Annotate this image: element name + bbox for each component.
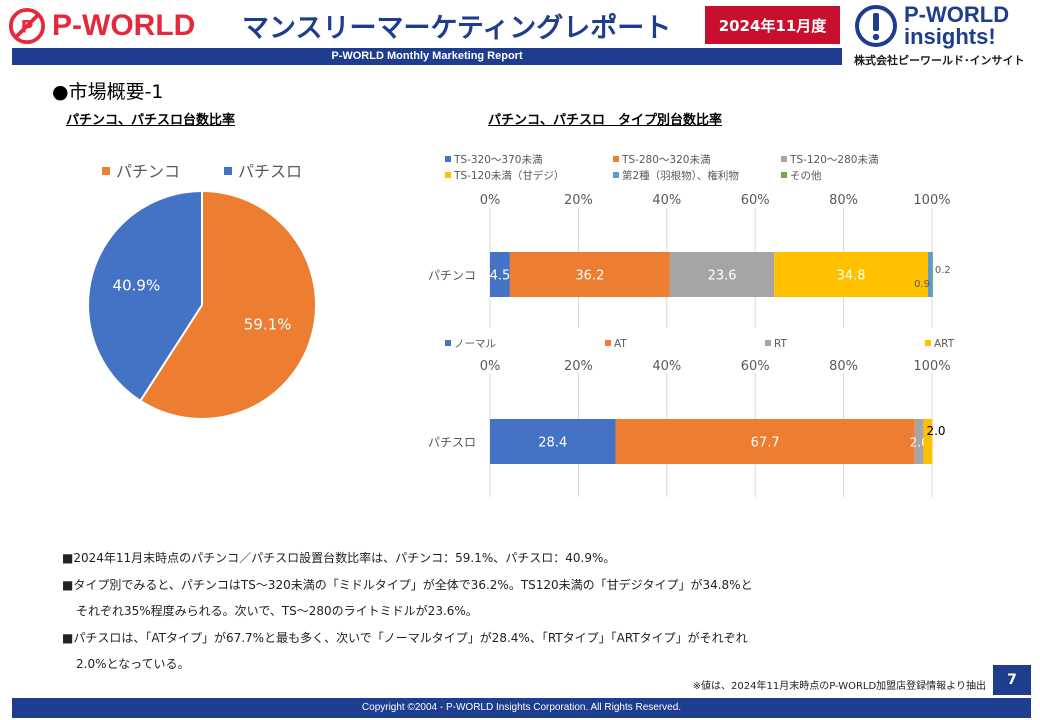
bar-segment xyxy=(923,419,933,464)
legend-label: その他 xyxy=(790,169,822,182)
footer-copyright: Copyright ©2004 - P-WORLD Insights Corpo… xyxy=(12,698,1031,718)
axis-tick-label: 100% xyxy=(913,193,950,208)
bar-segment xyxy=(509,252,670,297)
bar-data-label: 0.9 xyxy=(914,279,930,290)
bar-data-label: 0.2 xyxy=(935,265,951,276)
legend-swatch xyxy=(765,340,771,346)
bar-data-label: 36.2 xyxy=(575,269,604,284)
insights-logo-line2: insights! xyxy=(904,24,996,49)
report-title: マンスリーマーケティングレポート xyxy=(242,13,672,44)
bar-segment xyxy=(774,252,929,297)
bar-segment xyxy=(928,252,932,297)
category-label: パチスロ xyxy=(428,436,476,450)
axis-tick-label: 40% xyxy=(652,359,681,374)
p-world-logo-icon: P xyxy=(8,7,46,45)
p-world-logo: P P-WORLD xyxy=(8,7,196,45)
pie-slice xyxy=(87,189,203,403)
legend-swatch xyxy=(925,340,931,346)
pie-chart: パチンコ パチスロ 59.1% 40.9% xyxy=(87,162,317,420)
bar-data-label: 34.8 xyxy=(837,269,866,284)
legend-label: ノーマル xyxy=(454,338,496,350)
axis-tick-label: 80% xyxy=(829,359,858,374)
bar-segment xyxy=(914,419,924,464)
date-badge: 2024年11月度 xyxy=(705,6,840,44)
legend-label: ART xyxy=(934,338,955,350)
axis-tick-label: 20% xyxy=(564,193,593,208)
axis-tick-label: 0% xyxy=(480,359,501,374)
legend-label: RT xyxy=(774,338,788,350)
bar-data-label: 67.7 xyxy=(751,436,780,451)
axis-tick-label: 60% xyxy=(741,359,770,374)
note-line: 2.0%となっている。 xyxy=(76,657,190,671)
bar-data-label: 2.0 xyxy=(926,424,945,438)
stacked-bar-charts: TS-320～370未満 TS-280～320未満 TS-120～280未満 TS-1… xyxy=(428,154,955,497)
axis-tick-label: 60% xyxy=(741,193,770,208)
legend-label: TS-280～320未満 xyxy=(621,154,711,166)
note-line: ■パチスロは、「ATタイプ」が67.7%と最も多く、次いで「ノーマルタイプ」が2… xyxy=(62,630,748,645)
legend-swatch xyxy=(445,340,451,346)
legend-swatch xyxy=(613,172,619,178)
legend-swatch xyxy=(781,172,787,178)
pie-slice xyxy=(138,189,317,420)
pie-data-label: 59.1% xyxy=(244,315,292,333)
note-line: それぞれ35%程度みられる。次いで、TS～280のライトミドルが23.6%。 xyxy=(76,604,478,618)
bar-chart-title: パチンコ、パチスロ タイプ別台数比率 xyxy=(488,113,723,128)
bar-data-label: 28.4 xyxy=(538,436,567,451)
legend-swatch xyxy=(445,172,451,178)
category-label: パチンコ xyxy=(428,269,476,283)
bar-segment xyxy=(490,419,616,464)
commentary: ■2024年11月末時点のパチンコ／パチスロ設置台数比率は、パチンコ：59.1%… xyxy=(62,545,753,678)
legend-swatch xyxy=(613,156,619,162)
svg-text:P: P xyxy=(21,18,34,38)
note-line: ■2024年11月末時点のパチンコ／パチスロ設置台数比率は、パチンコ：59.1%… xyxy=(62,551,616,565)
legend-label: TS-120～280未満 xyxy=(789,154,879,166)
axis-tick-label: 100% xyxy=(913,359,950,374)
legend-swatch xyxy=(445,156,451,162)
legend-label: 第2種（羽根物）、権利物 xyxy=(622,169,739,182)
insights-logo: P-WORLD insights! 株式会社ピーワールド･インサイト xyxy=(852,2,1037,67)
source-note: ※値は、2024年11月末時点のP-WORLD加盟店登録情報より抽出 xyxy=(692,681,986,692)
legend-swatch xyxy=(605,340,611,346)
legend-label: AT xyxy=(614,338,627,350)
bar-segment xyxy=(669,252,775,297)
exclamation-icon xyxy=(855,5,897,47)
legend-swatch xyxy=(781,156,787,162)
bar-data-label: 4.5 xyxy=(490,269,511,284)
legend-swatch xyxy=(102,167,110,175)
axis-tick-label: 20% xyxy=(564,359,593,374)
logo-text: P-WORLD xyxy=(52,9,196,42)
section-title: ●市場概要-1 xyxy=(52,81,164,103)
insights-logo-line1: P-WORLD xyxy=(904,2,1010,27)
axis-tick-label: 40% xyxy=(652,193,681,208)
legend-label: TS-320～370未満 xyxy=(453,154,543,166)
note-line: ■タイプ別でみると、パチンコはTS～320未満の「ミドルタイプ」が全体で36.2… xyxy=(62,577,753,592)
legend-label: TS-120未満（甘デジ） xyxy=(453,169,564,182)
legend-label: パチスロ xyxy=(238,162,302,181)
bar-data-label: 23.6 xyxy=(708,269,737,284)
page-number: 7 xyxy=(993,665,1031,695)
pie-chart-title: パチンコ、パチスロ台数比率 xyxy=(66,113,236,128)
company-name: 株式会社ピーワールド･インサイト xyxy=(854,54,1025,67)
legend-swatch xyxy=(224,167,232,175)
axis-tick-label: 80% xyxy=(829,193,858,208)
report-subtitle: P-WORLD Monthly Marketing Report xyxy=(12,48,842,65)
legend-label: パチンコ xyxy=(116,162,180,181)
bar-segment xyxy=(615,419,915,464)
pie-data-label: 40.9% xyxy=(113,277,161,295)
bar-segment xyxy=(932,252,933,297)
bar-segment xyxy=(490,252,510,297)
axis-tick-label: 0% xyxy=(480,193,501,208)
